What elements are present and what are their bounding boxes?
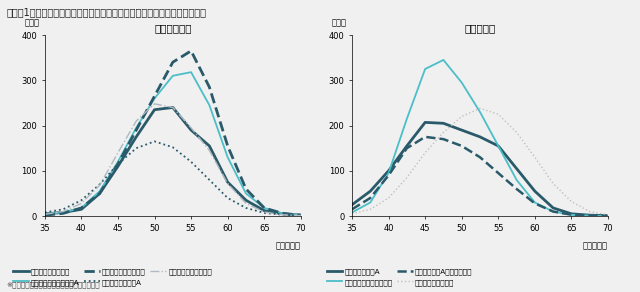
Text: （人）: （人） bbox=[24, 19, 39, 28]
Text: （偏差値）: （偏差値） bbox=[583, 242, 608, 251]
Legend: 近畿（国際）前A, 関西外国語（外国語）前, 龍谷（国際）Aスタンダード, 関西（外国語）個別: 近畿（国際）前A, 関西外国語（外国語）前, 龍谷（国際）Aスタンダード, 関西… bbox=[324, 266, 476, 288]
Legend: 学習院（国際社会）, 青山学院（国際政経）A, 明治（国際日本）一般, 明治学院（国際）A, 立教（異文化コ）個別: 学習院（国際社会）, 青山学院（国際政経）A, 明治（国際日本）一般, 明治学院… bbox=[10, 266, 215, 288]
Title: ＜近畿大＞: ＜近畿大＞ bbox=[465, 23, 495, 33]
Text: 【図表1】学習院大・近畿大の新設学部と近隣同系統学部志望者の成績分布: 【図表1】学習院大・近畿大の新設学部と近隣同系統学部志望者の成績分布 bbox=[6, 7, 206, 17]
Text: （人）: （人） bbox=[332, 19, 346, 28]
Title: ＜学習院大＞: ＜学習院大＞ bbox=[154, 23, 191, 33]
Text: （偏差値）: （偏差値） bbox=[276, 242, 301, 251]
Text: ※第３回全統マーク模試より、一般方式で集計: ※第３回全統マーク模試より、一般方式で集計 bbox=[6, 282, 100, 288]
